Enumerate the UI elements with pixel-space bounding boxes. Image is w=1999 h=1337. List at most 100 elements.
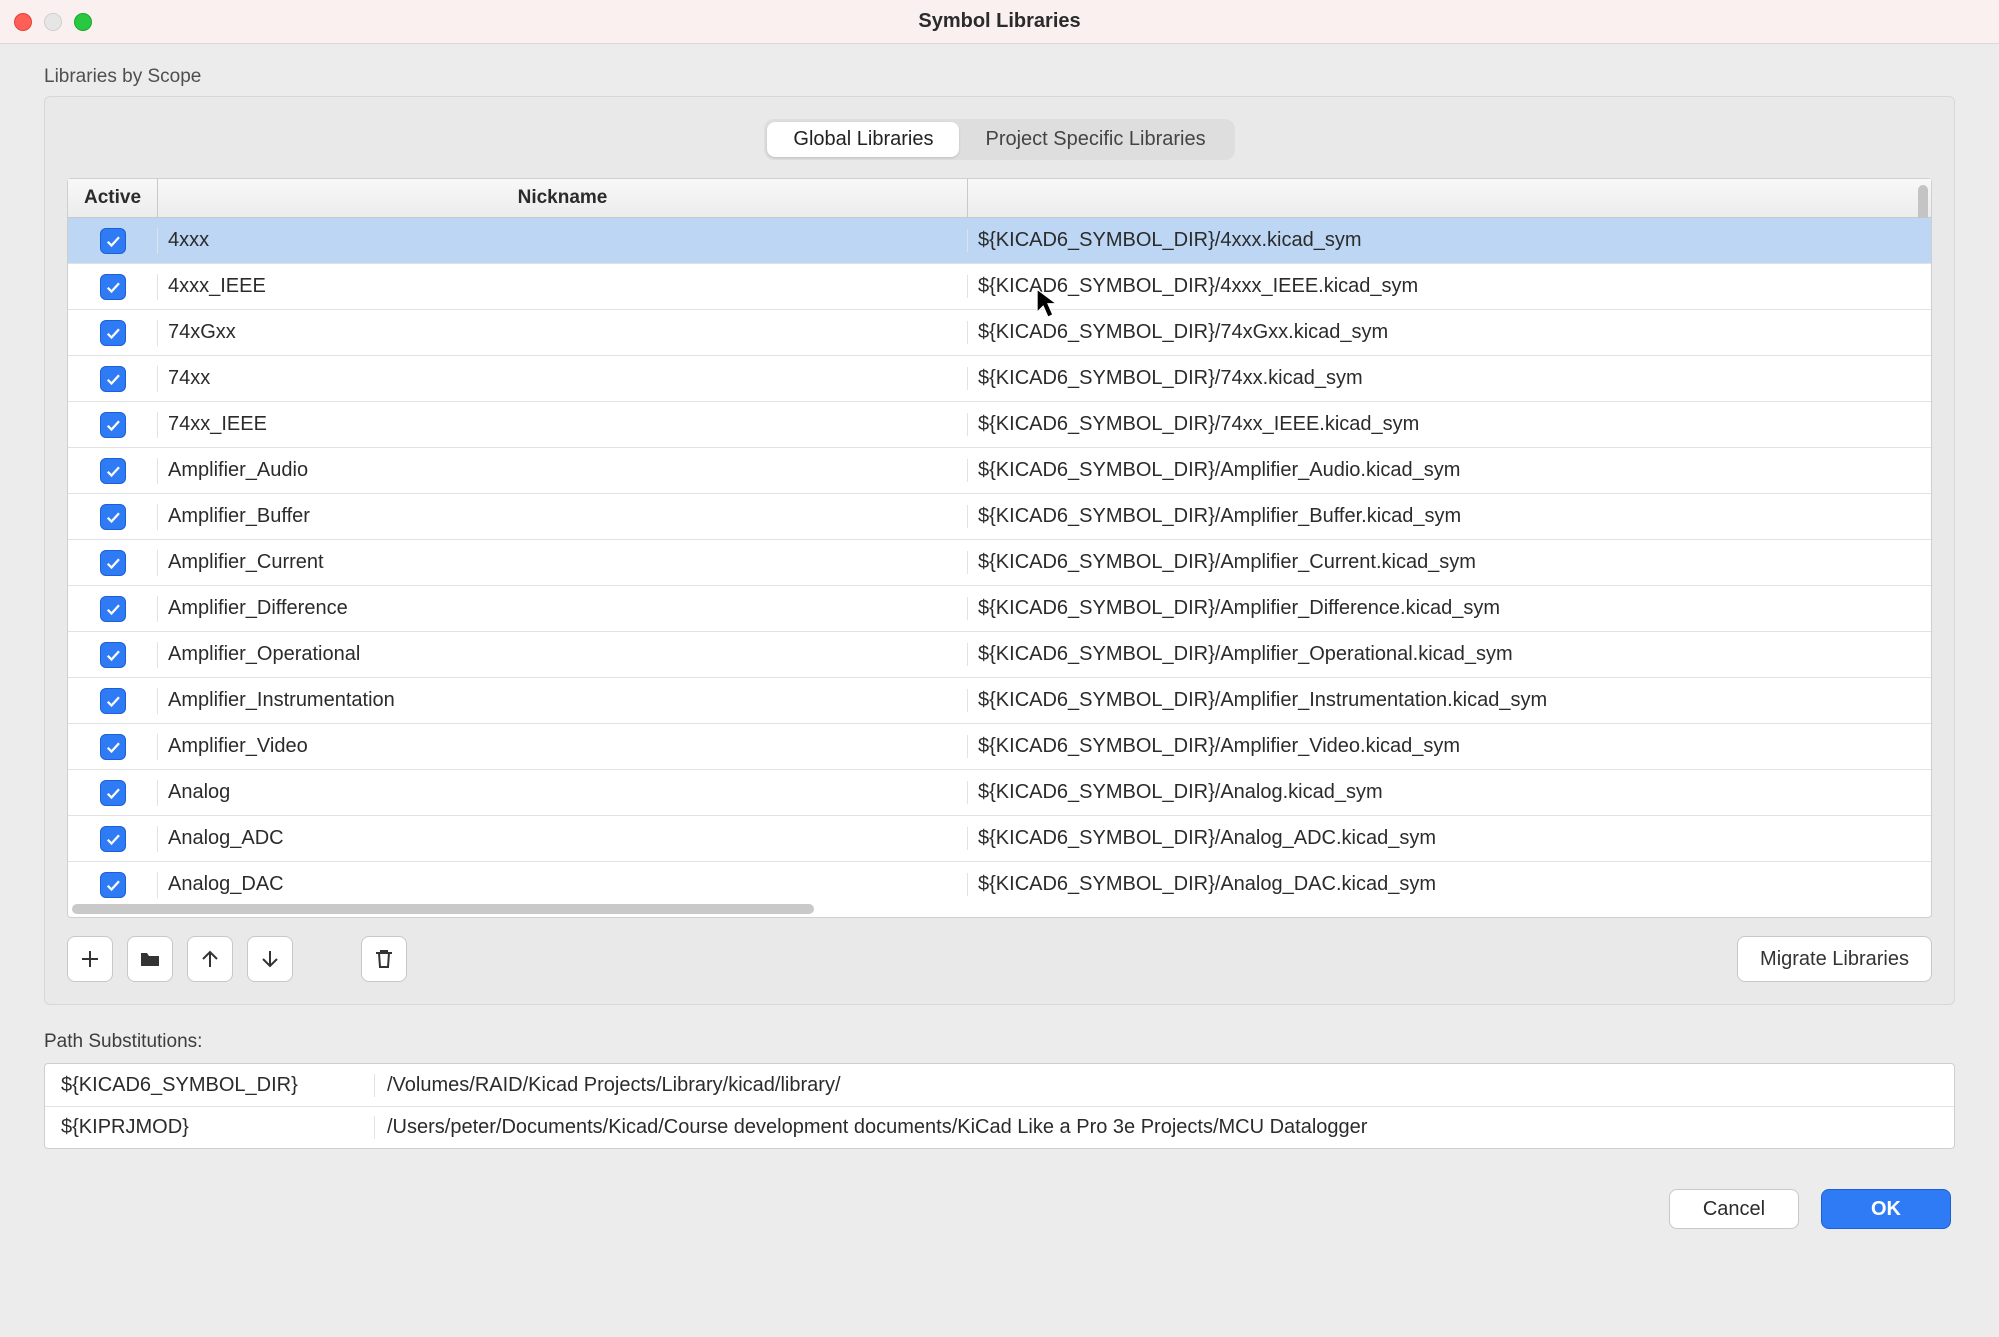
cell-active[interactable] [68, 458, 158, 484]
scope-group: Global Libraries Project Specific Librar… [44, 96, 1955, 1005]
cell-nickname[interactable]: Amplifier_Current [158, 551, 968, 574]
active-checkbox[interactable] [100, 734, 126, 760]
table-row[interactable]: 74xx_IEEE${KICAD6_SYMBOL_DIR}/74xx_IEEE.… [68, 402, 1931, 448]
cell-path[interactable]: ${KICAD6_SYMBOL_DIR}/Analog.kicad_sym [968, 781, 1931, 804]
close-window-button[interactable] [14, 13, 32, 31]
cell-path[interactable]: ${KICAD6_SYMBOL_DIR}/Analog_ADC.kicad_sy… [968, 827, 1931, 850]
cell-nickname[interactable]: 74xGxx [158, 321, 968, 344]
table-row[interactable]: Amplifier_Instrumentation${KICAD6_SYMBOL… [68, 678, 1931, 724]
cell-path[interactable]: ${KICAD6_SYMBOL_DIR}/Amplifier_Operation… [968, 643, 1931, 666]
cell-nickname[interactable]: Amplifier_Instrumentation [158, 689, 968, 712]
cell-path[interactable]: ${KICAD6_SYMBOL_DIR}/Analog_DAC.kicad_sy… [968, 873, 1931, 896]
ok-button[interactable]: OK [1821, 1189, 1951, 1229]
active-checkbox[interactable] [100, 504, 126, 530]
table-row[interactable]: 74xGxx${KICAD6_SYMBOL_DIR}/74xGxx.kicad_… [68, 310, 1931, 356]
active-checkbox[interactable] [100, 228, 126, 254]
table-row[interactable]: 74xx${KICAD6_SYMBOL_DIR}/74xx.kicad_sym [68, 356, 1931, 402]
cell-nickname[interactable]: Amplifier_Video [158, 735, 968, 758]
column-header-nickname[interactable]: Nickname [158, 179, 968, 217]
cell-active[interactable] [68, 550, 158, 576]
cell-active[interactable] [68, 320, 158, 346]
cell-active[interactable] [68, 642, 158, 668]
delete-library-button[interactable] [361, 936, 407, 982]
maximize-window-button[interactable] [74, 13, 92, 31]
table-row[interactable]: 4xxx_IEEE${KICAD6_SYMBOL_DIR}/4xxx_IEEE.… [68, 264, 1931, 310]
active-checkbox[interactable] [100, 596, 126, 622]
cell-path[interactable]: ${KICAD6_SYMBOL_DIR}/74xGxx.kicad_sym [968, 321, 1931, 344]
table-row[interactable]: Amplifier_Current${KICAD6_SYMBOL_DIR}/Am… [68, 540, 1931, 586]
minimize-window-button[interactable] [44, 13, 62, 31]
cell-active[interactable] [68, 734, 158, 760]
substitution-variable: ${KICAD6_SYMBOL_DIR} [45, 1074, 375, 1097]
cell-path[interactable]: ${KICAD6_SYMBOL_DIR}/74xx_IEEE.kicad_sym [968, 413, 1931, 436]
move-up-button[interactable] [187, 936, 233, 982]
cell-nickname[interactable]: 74xx [158, 367, 968, 390]
cell-active[interactable] [68, 274, 158, 300]
cancel-button[interactable]: Cancel [1669, 1189, 1799, 1229]
cell-active[interactable] [68, 412, 158, 438]
table-row[interactable]: Amplifier_Difference${KICAD6_SYMBOL_DIR}… [68, 586, 1931, 632]
cell-nickname[interactable]: 4xxx [158, 229, 968, 252]
horizontal-scrollbar[interactable] [68, 901, 1931, 917]
cell-path[interactable]: ${KICAD6_SYMBOL_DIR}/Amplifier_Audio.kic… [968, 459, 1931, 482]
cell-active[interactable] [68, 504, 158, 530]
cell-nickname[interactable]: Amplifier_Operational [158, 643, 968, 666]
tab-project-libraries[interactable]: Project Specific Libraries [959, 122, 1231, 157]
browse-folder-button[interactable] [127, 936, 173, 982]
table-row[interactable]: Analog_ADC${KICAD6_SYMBOL_DIR}/Analog_AD… [68, 816, 1931, 862]
cell-path[interactable]: ${KICAD6_SYMBOL_DIR}/Amplifier_Current.k… [968, 551, 1931, 574]
path-substitutions-table: ${KICAD6_SYMBOL_DIR}/Volumes/RAID/Kicad … [44, 1063, 1955, 1149]
cell-path[interactable]: ${KICAD6_SYMBOL_DIR}/Amplifier_Video.kic… [968, 735, 1931, 758]
cell-active[interactable] [68, 872, 158, 898]
cell-active[interactable] [68, 826, 158, 852]
active-checkbox[interactable] [100, 826, 126, 852]
cell-nickname[interactable]: 74xx_IEEE [158, 413, 968, 436]
cell-nickname[interactable]: 4xxx_IEEE [158, 275, 968, 298]
cell-active[interactable] [68, 688, 158, 714]
active-checkbox[interactable] [100, 366, 126, 392]
cell-active[interactable] [68, 780, 158, 806]
table-row[interactable]: 4xxx${KICAD6_SYMBOL_DIR}/4xxx.kicad_sym [68, 218, 1931, 264]
column-header-active[interactable]: Active [68, 179, 158, 217]
move-down-button[interactable] [247, 936, 293, 982]
cell-path[interactable]: ${KICAD6_SYMBOL_DIR}/4xxx.kicad_sym [968, 229, 1931, 252]
cell-nickname[interactable]: Analog_DAC [158, 873, 968, 896]
cell-path[interactable]: ${KICAD6_SYMBOL_DIR}/Amplifier_Buffer.ki… [968, 505, 1931, 528]
cell-nickname[interactable]: Amplifier_Audio [158, 459, 968, 482]
scope-tabbar: Global Libraries Project Specific Librar… [764, 119, 1234, 160]
add-library-button[interactable] [67, 936, 113, 982]
active-checkbox[interactable] [100, 550, 126, 576]
cell-path[interactable]: ${KICAD6_SYMBOL_DIR}/4xxx_IEEE.kicad_sym [968, 275, 1931, 298]
active-checkbox[interactable] [100, 412, 126, 438]
active-checkbox[interactable] [100, 780, 126, 806]
cell-nickname[interactable]: Analog_ADC [158, 827, 968, 850]
migrate-libraries-button[interactable]: Migrate Libraries [1737, 936, 1932, 982]
table-row[interactable]: Amplifier_Video${KICAD6_SYMBOL_DIR}/Ampl… [68, 724, 1931, 770]
table-row[interactable]: Analog${KICAD6_SYMBOL_DIR}/Analog.kicad_… [68, 770, 1931, 816]
cell-path[interactable]: ${KICAD6_SYMBOL_DIR}/Amplifier_Differenc… [968, 597, 1931, 620]
traffic-lights [14, 13, 92, 31]
cell-nickname[interactable]: Analog [158, 781, 968, 804]
column-header-path[interactable] [968, 179, 1931, 217]
cell-path[interactable]: ${KICAD6_SYMBOL_DIR}/74xx.kicad_sym [968, 367, 1931, 390]
table-row[interactable]: Amplifier_Audio${KICAD6_SYMBOL_DIR}/Ampl… [68, 448, 1931, 494]
substitution-value: /Users/peter/Documents/Kicad/Course deve… [375, 1116, 1954, 1139]
cell-nickname[interactable]: Amplifier_Buffer [158, 505, 968, 528]
active-checkbox[interactable] [100, 274, 126, 300]
table-row[interactable]: Amplifier_Operational${KICAD6_SYMBOL_DIR… [68, 632, 1931, 678]
cell-path[interactable]: ${KICAD6_SYMBOL_DIR}/Amplifier_Instrumen… [968, 689, 1931, 712]
cell-active[interactable] [68, 228, 158, 254]
cell-nickname[interactable]: Amplifier_Difference [158, 597, 968, 620]
table-row[interactable]: Analog_DAC${KICAD6_SYMBOL_DIR}/Analog_DA… [68, 862, 1931, 901]
table-row[interactable]: Amplifier_Buffer${KICAD6_SYMBOL_DIR}/Amp… [68, 494, 1931, 540]
active-checkbox[interactable] [100, 320, 126, 346]
active-checkbox[interactable] [100, 688, 126, 714]
active-checkbox[interactable] [100, 872, 126, 898]
horizontal-scrollbar-thumb[interactable] [72, 904, 814, 914]
cell-active[interactable] [68, 596, 158, 622]
active-checkbox[interactable] [100, 458, 126, 484]
active-checkbox[interactable] [100, 642, 126, 668]
table-body: 4xxx${KICAD6_SYMBOL_DIR}/4xxx.kicad_sym4… [68, 218, 1931, 901]
tab-global-libraries[interactable]: Global Libraries [767, 122, 959, 157]
cell-active[interactable] [68, 366, 158, 392]
